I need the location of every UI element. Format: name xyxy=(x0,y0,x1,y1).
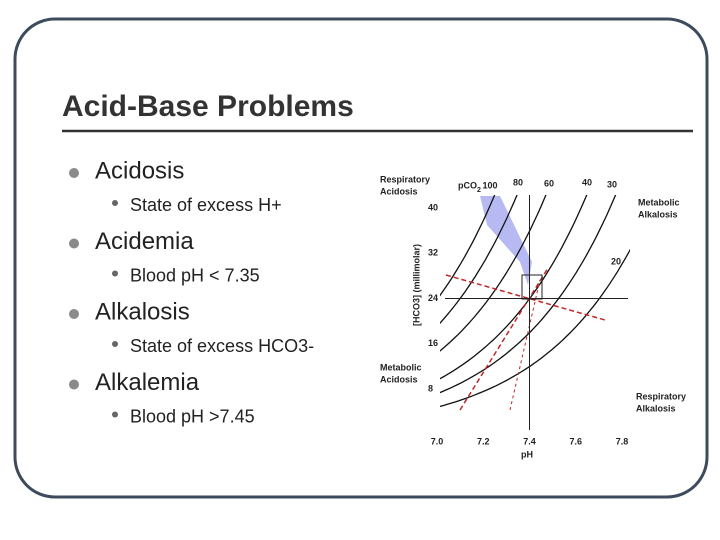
y-tick-label: 24 xyxy=(428,293,438,303)
pco2-label: pCO xyxy=(458,180,477,190)
sub-bullet-text: Blood pH >7.45 xyxy=(130,406,255,426)
sub-bullet-marker xyxy=(112,411,118,418)
bullet-list: Acidosis State of excess H+ Acidemia Blood … xyxy=(69,157,314,426)
red-line xyxy=(509,279,541,411)
bullet-marker xyxy=(69,168,79,178)
isobar xyxy=(440,195,496,297)
isobar-label: 80 xyxy=(513,177,523,187)
shaded-band xyxy=(480,196,532,285)
region-label: Alkalosis xyxy=(636,403,676,413)
sub-bullet-marker xyxy=(112,270,118,277)
x-axis-label: pH xyxy=(521,449,533,459)
bullet-text: Acidosis xyxy=(95,157,184,184)
isobar-label: 30 xyxy=(607,179,617,189)
y-tick-label: 32 xyxy=(428,248,438,258)
slide-title: Acid-Base Problems xyxy=(62,90,354,123)
bullet-marker xyxy=(69,379,79,390)
y-axis-label: [HCO3] (millimolar) xyxy=(411,244,421,326)
x-tick-label: 7.2 xyxy=(477,436,490,446)
y-tick-label: 8 xyxy=(428,383,433,393)
bullet-text: Alkalemia xyxy=(95,369,200,396)
sub-bullet-text: Blood pH < 7.35 xyxy=(130,265,260,285)
isobar xyxy=(440,195,617,394)
bullet-text: Alkalosis xyxy=(95,298,190,325)
red-line xyxy=(445,274,606,321)
isobar xyxy=(440,248,630,408)
sub-bullet-text: State of excess H+ xyxy=(130,195,282,215)
isobar-label: 40 xyxy=(582,177,592,187)
isobar xyxy=(440,195,588,380)
pco2-sub: 2 xyxy=(477,187,481,194)
sub-bullet-marker xyxy=(112,200,118,206)
sub-bullet-text: State of excess HCO3- xyxy=(130,336,314,356)
region-label: Alkalosis xyxy=(638,209,678,219)
region-label: Acidosis xyxy=(380,374,418,384)
x-tick-label: 7.6 xyxy=(569,436,582,446)
sub-bullet-marker xyxy=(112,341,118,347)
region-label: Metabolic xyxy=(380,362,422,372)
isobar-label: 100 xyxy=(482,180,497,190)
region-label: Metabolic xyxy=(638,197,680,207)
isobar-label: 60 xyxy=(544,178,554,188)
region-label: Respiratory xyxy=(380,174,430,184)
nomogram: 7.0 7.2 7.4 7.6 7.8 40 32 24 16 8 pH [HCO3] (millim… xyxy=(380,174,686,459)
y-tick-label: 16 xyxy=(428,338,438,348)
x-tick-label: 7.4 xyxy=(523,436,536,446)
region-label: Acidosis xyxy=(380,186,418,196)
x-tick-label: 7.0 xyxy=(431,436,444,446)
red-line xyxy=(459,267,549,411)
x-tick-label: 7.8 xyxy=(616,436,629,446)
region-label: Respiratory xyxy=(636,391,686,401)
isobar xyxy=(440,195,547,352)
y-tick-label: 40 xyxy=(428,202,438,212)
bullet-marker xyxy=(69,238,79,249)
bullet-text: Acidemia xyxy=(95,228,194,255)
bullet-marker xyxy=(69,309,79,319)
isobar-label: 20 xyxy=(611,256,621,266)
frame xyxy=(13,17,709,499)
